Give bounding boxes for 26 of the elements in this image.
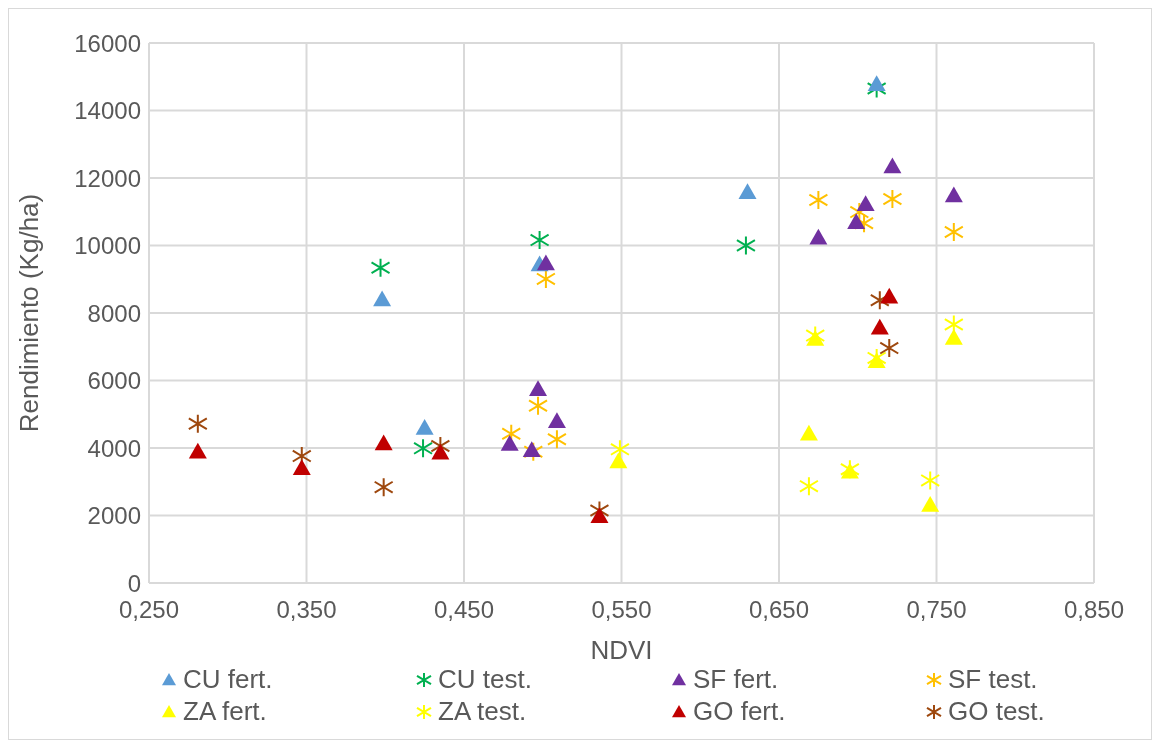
x-axis-title: NDVI [590, 635, 653, 665]
x-tick-label: 0,850 [1063, 596, 1125, 624]
legend-label: SF fert. [693, 663, 779, 695]
y-tick-label: 6000 [87, 367, 141, 395]
y-tick-label: 12000 [74, 164, 141, 192]
x-tick-label: 0,250 [118, 596, 180, 624]
x-tick-label: 0,650 [748, 596, 810, 624]
y-tick-label: 0 [127, 569, 141, 597]
y-axis-title: Rendimiento (Kg/ha) [14, 193, 45, 433]
legend-label: ZA test. [438, 695, 527, 727]
legend-label: SF test. [948, 663, 1038, 695]
legend-label: CU fert. [183, 663, 273, 695]
x-tick-label: 0,550 [591, 596, 652, 624]
y-tick-label: 2000 [87, 502, 141, 530]
legend-label: GO fert. [693, 695, 786, 727]
y-tick-label: 16000 [74, 29, 141, 57]
x-tick-label: 0,350 [276, 596, 337, 624]
y-tick-label: 14000 [74, 97, 141, 125]
legend-label: CU test. [438, 663, 532, 695]
x-tick-label: 0,750 [906, 596, 967, 624]
y-tick-label: 8000 [87, 299, 141, 327]
y-tick-label: 10000 [74, 232, 141, 260]
y-tick-label: 4000 [87, 434, 141, 462]
legend-label: ZA fert. [183, 695, 267, 727]
legend-label: GO test. [948, 695, 1045, 727]
x-tick-label: 0,450 [433, 596, 495, 624]
